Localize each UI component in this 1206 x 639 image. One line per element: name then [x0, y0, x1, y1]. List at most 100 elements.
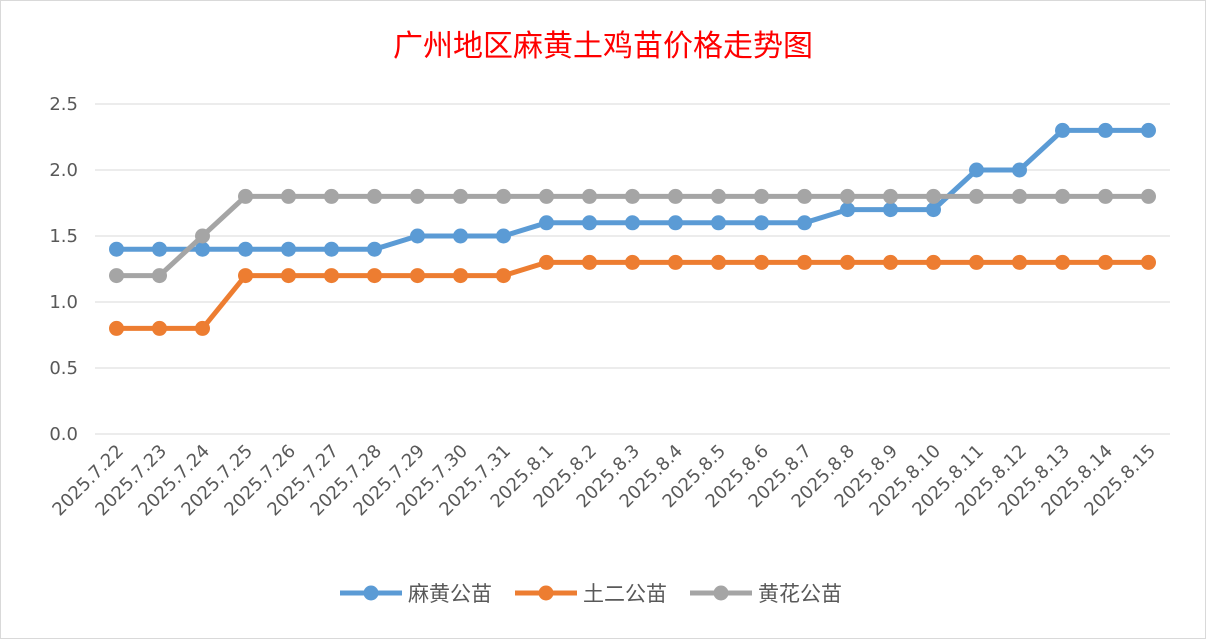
data-point: [711, 188, 726, 204]
data-point: [281, 241, 296, 257]
legend-entry: 土二公苗: [515, 582, 667, 606]
legend-label: 麻黄公苗: [408, 582, 492, 606]
data-point: [152, 268, 167, 284]
legend-entry: 黄花公苗: [690, 582, 842, 606]
data-point: [668, 254, 683, 270]
data-point: [1055, 254, 1070, 270]
data-point: [1141, 188, 1156, 204]
data-point: [883, 202, 898, 218]
data-point: [496, 228, 511, 244]
data-point: [496, 188, 511, 204]
data-point: [1012, 254, 1027, 270]
data-point: [539, 254, 554, 270]
data-point: [1098, 188, 1113, 204]
data-point: [754, 188, 769, 204]
data-point: [668, 188, 683, 204]
data-point: [926, 188, 941, 204]
data-point: [668, 215, 683, 231]
data-point: [754, 254, 769, 270]
data-point: [754, 215, 769, 231]
data-point: [969, 162, 984, 178]
data-point: [582, 215, 597, 231]
data-point: [539, 215, 554, 231]
data-point: [152, 241, 167, 257]
data-point: [1055, 188, 1070, 204]
data-point: [625, 254, 640, 270]
data-point: [711, 215, 726, 231]
data-point: [453, 188, 468, 204]
legend-marker: [713, 585, 729, 601]
legend-label: 黄花公苗: [758, 582, 842, 606]
series-3: [109, 188, 1156, 284]
data-point: [926, 202, 941, 218]
data-point: [1098, 254, 1113, 270]
data-point: [797, 254, 812, 270]
y-tick-label: 0.5: [49, 358, 78, 379]
data-point: [109, 241, 124, 257]
data-point: [1141, 122, 1156, 138]
data-point: [969, 254, 984, 270]
data-point: [238, 268, 253, 284]
data-point: [1141, 254, 1156, 270]
legend-label: 土二公苗: [583, 582, 667, 606]
y-tick-label: 2.0: [49, 160, 78, 181]
data-point: [195, 320, 210, 336]
legend: 麻黄公苗 土二公苗 黄花公苗: [340, 582, 842, 606]
data-point: [1012, 162, 1027, 178]
data-point: [367, 241, 382, 257]
data-point: [324, 188, 339, 204]
data-point: [625, 215, 640, 231]
data-point: [1098, 122, 1113, 138]
data-point: [238, 188, 253, 204]
data-point: [1055, 122, 1070, 138]
data-point: [410, 228, 425, 244]
data-point: [496, 268, 511, 284]
y-tick-label: 0.0: [49, 424, 78, 445]
data-point: [410, 188, 425, 204]
data-point: [711, 254, 726, 270]
data-point: [539, 188, 554, 204]
chart-title: 广州地区麻黄土鸡苗价格走势图: [393, 29, 813, 64]
data-point: [453, 268, 468, 284]
data-point: [324, 268, 339, 284]
data-point: [367, 268, 382, 284]
data-point: [797, 215, 812, 231]
series-layer: [109, 122, 1156, 336]
legend-marker: [363, 585, 379, 601]
series-1: [109, 122, 1156, 257]
data-point: [582, 254, 597, 270]
data-point: [926, 254, 941, 270]
data-point: [840, 202, 855, 218]
data-point: [238, 241, 253, 257]
legend-entry: 麻黄公苗: [340, 582, 492, 606]
data-point: [109, 320, 124, 336]
data-point: [840, 188, 855, 204]
data-point: [453, 228, 468, 244]
data-point: [109, 268, 124, 284]
data-point: [625, 188, 640, 204]
data-point: [324, 241, 339, 257]
data-point: [840, 254, 855, 270]
series-2: [109, 254, 1156, 336]
data-point: [883, 254, 898, 270]
data-point: [195, 228, 210, 244]
y-tick-label: 1.5: [49, 226, 78, 247]
data-point: [281, 268, 296, 284]
data-point: [883, 188, 898, 204]
data-point: [582, 188, 597, 204]
data-point: [1012, 188, 1027, 204]
legend-marker: [538, 585, 554, 601]
data-point: [367, 188, 382, 204]
data-point: [195, 241, 210, 257]
data-point: [410, 268, 425, 284]
y-tick-label: 2.5: [49, 94, 78, 115]
gridlines: [95, 103, 1170, 435]
data-point: [797, 188, 812, 204]
y-axis-ticks: 0.0 0.5 1.0 1.5 2.0 2.5: [49, 94, 78, 445]
y-tick-label: 1.0: [49, 292, 78, 313]
data-point: [281, 188, 296, 204]
data-point: [152, 320, 167, 336]
